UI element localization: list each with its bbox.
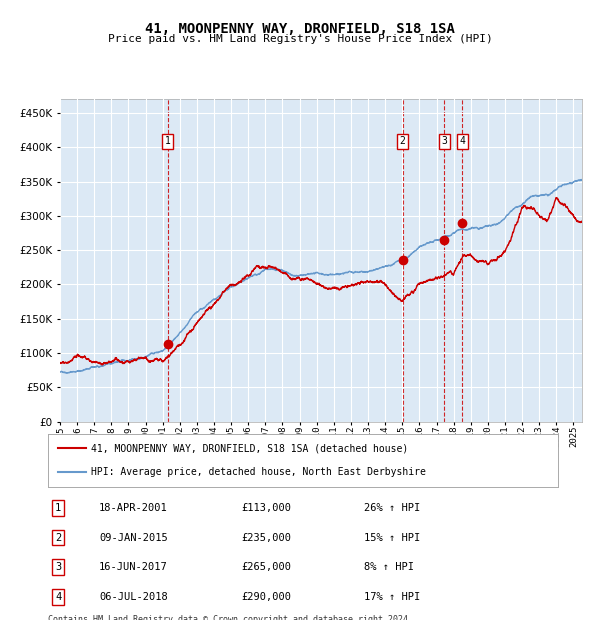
Text: HPI: Average price, detached house, North East Derbyshire: HPI: Average price, detached house, Nort… [91, 467, 426, 477]
Text: 41, MOONPENNY WAY, DRONFIELD, S18 1SA: 41, MOONPENNY WAY, DRONFIELD, S18 1SA [145, 22, 455, 36]
Text: 17% ↑ HPI: 17% ↑ HPI [364, 592, 421, 602]
Text: £113,000: £113,000 [242, 503, 292, 513]
Text: £265,000: £265,000 [242, 562, 292, 572]
Text: 2: 2 [400, 136, 406, 146]
Text: 8% ↑ HPI: 8% ↑ HPI [364, 562, 414, 572]
Text: 3: 3 [442, 136, 448, 146]
Text: 09-JAN-2015: 09-JAN-2015 [99, 533, 168, 542]
Text: 4: 4 [460, 136, 466, 146]
Text: 4: 4 [55, 592, 61, 602]
Text: 18-APR-2001: 18-APR-2001 [99, 503, 168, 513]
Text: 26% ↑ HPI: 26% ↑ HPI [364, 503, 421, 513]
Text: 15% ↑ HPI: 15% ↑ HPI [364, 533, 421, 542]
Text: 2: 2 [55, 533, 61, 542]
Text: 3: 3 [55, 562, 61, 572]
Text: Price paid vs. HM Land Registry's House Price Index (HPI): Price paid vs. HM Land Registry's House … [107, 34, 493, 44]
Text: Contains HM Land Registry data © Crown copyright and database right 2024.
This d: Contains HM Land Registry data © Crown c… [48, 615, 413, 620]
Text: £290,000: £290,000 [242, 592, 292, 602]
Text: 06-JUL-2018: 06-JUL-2018 [99, 592, 168, 602]
Text: 16-JUN-2017: 16-JUN-2017 [99, 562, 168, 572]
Text: £235,000: £235,000 [242, 533, 292, 542]
Text: 41, MOONPENNY WAY, DRONFIELD, S18 1SA (detached house): 41, MOONPENNY WAY, DRONFIELD, S18 1SA (d… [91, 443, 409, 453]
Text: 1: 1 [55, 503, 61, 513]
Text: 1: 1 [165, 136, 170, 146]
